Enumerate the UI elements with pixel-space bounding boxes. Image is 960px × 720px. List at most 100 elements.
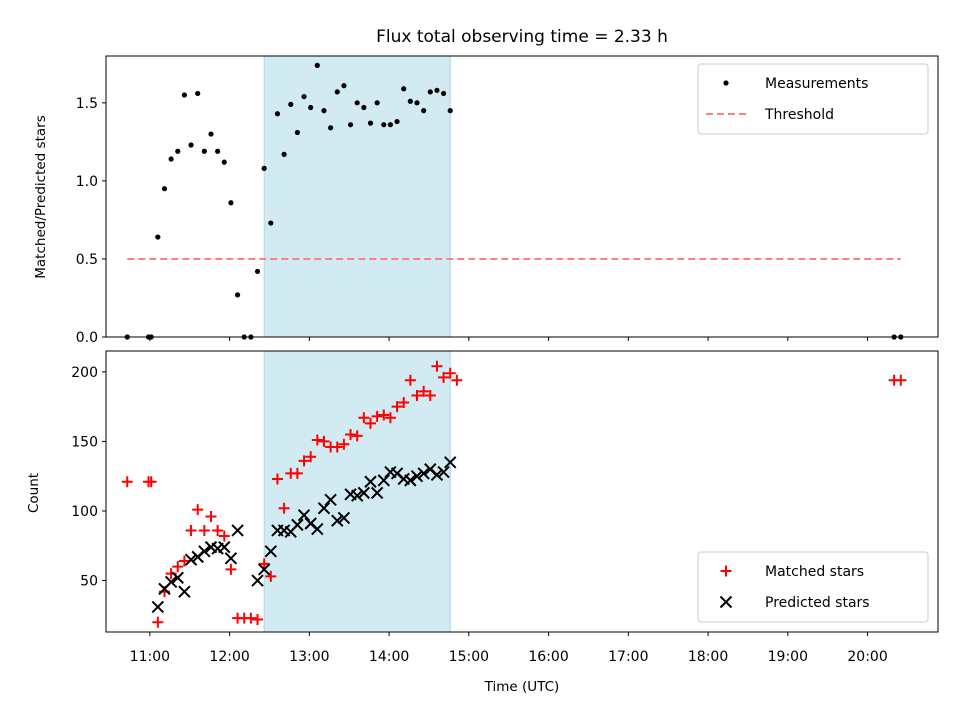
- plot-frame: [105, 55, 939, 338]
- matched-star-point: [378, 409, 390, 421]
- y-tick-label: 1.0: [76, 174, 98, 190]
- predicted-star-point: [257, 563, 271, 576]
- matched-star-point: [245, 612, 257, 624]
- measurement-point: [201, 148, 207, 154]
- legend-marker-predicted: [719, 595, 733, 609]
- measurement-point: [394, 118, 400, 125]
- matched-star-point: [198, 524, 210, 536]
- measurement-point: [268, 220, 274, 226]
- legend-label: Threshold: [764, 107, 834, 123]
- measurement-point: [195, 90, 201, 97]
- matched-star-point: [192, 504, 204, 516]
- legend-marker-measurements: [723, 80, 729, 86]
- measurement-point: [168, 156, 174, 162]
- matched-star-point: [424, 390, 436, 402]
- measurement-point: [188, 142, 194, 148]
- matched-star-point: [318, 435, 330, 447]
- highlight-span: [263, 350, 451, 633]
- matched-star-point: [338, 438, 350, 450]
- matched-star-point: [438, 371, 450, 383]
- predicted-star-point: [350, 489, 364, 502]
- matched-star-point: [298, 455, 310, 467]
- measurement-point: [354, 100, 360, 106]
- matched-star-point: [172, 561, 184, 573]
- measurement-point: [321, 108, 327, 114]
- matched-star-point: [271, 473, 283, 485]
- measurement-point: [381, 122, 387, 128]
- predicted-star-point: [164, 575, 178, 589]
- measurement-point: [374, 100, 380, 106]
- matched-star-point: [895, 374, 907, 386]
- predicted-star-point: [198, 545, 211, 558]
- measurement-point: [161, 186, 168, 192]
- matched-star-point: [351, 430, 363, 442]
- measurement-point: [341, 83, 347, 89]
- measurement-point: [328, 125, 334, 131]
- matched-star-point: [258, 558, 270, 570]
- matched-star-point: [345, 428, 357, 440]
- matched-star-point: [451, 374, 463, 386]
- matched-star-point: [444, 367, 456, 379]
- chart-title: Flux total observing time = 2.33 h: [376, 27, 668, 47]
- matched-star-point: [152, 616, 164, 628]
- predicted-star-point: [364, 475, 377, 488]
- predicted-star-point: [444, 456, 457, 469]
- legend-label: Measurements: [765, 76, 868, 92]
- measurement-point: [427, 89, 433, 95]
- measurement-point: [407, 98, 413, 104]
- measurement-point: [314, 62, 320, 68]
- measurement-point: [447, 108, 453, 114]
- matched-star-point: [371, 410, 383, 422]
- x-axis-label: Time (UTC): [484, 679, 560, 695]
- measurement-point: [308, 104, 314, 111]
- highlight-span: [263, 55, 451, 338]
- predicted-star-point: [324, 493, 337, 507]
- predicted-star-point: [410, 469, 424, 483]
- measurement-point: [181, 92, 188, 98]
- legend-label: Matched stars: [765, 564, 864, 580]
- legend-marker-matched: [720, 565, 732, 577]
- x-tick-label: 11:00: [130, 649, 170, 665]
- predicted-star-point: [377, 474, 390, 487]
- predicted-star-point: [370, 486, 384, 500]
- matched-star-point: [278, 502, 290, 514]
- x-tick-label: 14:00: [369, 649, 409, 665]
- x-tick-label: 12:00: [209, 649, 249, 665]
- y-tick-label: 1.5: [76, 96, 98, 112]
- matched-star-point: [205, 511, 217, 523]
- bottom-y-axis-label: Count: [26, 473, 42, 513]
- y-tick-label: 0.0: [76, 330, 98, 346]
- matched-star-point: [431, 360, 443, 372]
- legend-box: [697, 551, 929, 623]
- matched-star-point: [185, 524, 197, 536]
- top-y-axis-label: Matched/Predicted stars: [33, 115, 49, 278]
- measurement-point: [334, 89, 340, 95]
- predicted-star-point: [437, 465, 450, 479]
- measurement-point: [401, 86, 407, 92]
- plot-frame: [105, 350, 939, 633]
- measurement-point: [175, 148, 181, 154]
- matched-star-point: [145, 476, 157, 488]
- matched-star-point: [311, 434, 323, 446]
- matched-star-point: [121, 476, 133, 488]
- predicted-star-point: [357, 486, 371, 500]
- matched-star-point: [265, 570, 277, 582]
- y-tick-label: 0.5: [76, 252, 98, 268]
- matched-star-point: [418, 385, 430, 397]
- predicted-star-point: [251, 574, 264, 587]
- predicted-star-point: [171, 571, 184, 584]
- measurement-point: [440, 90, 447, 97]
- x-tick-label: 16:00: [528, 649, 568, 665]
- panel-2: 50 100 150 200 11:00 12:00 13:00 14:00 15:00 16:0…: [71, 350, 939, 665]
- x-tick-label: 13:00: [289, 649, 329, 665]
- y-tick-label: 150: [71, 434, 98, 450]
- predicted-star-point: [264, 545, 278, 558]
- predicted-star-point: [231, 524, 244, 537]
- measurement-point: [434, 87, 440, 93]
- predicted-star-point: [417, 467, 430, 480]
- predicted-star-point: [224, 552, 238, 565]
- legend-box: [697, 63, 929, 135]
- measurement-point: [281, 151, 287, 157]
- measurement-point: [254, 268, 261, 275]
